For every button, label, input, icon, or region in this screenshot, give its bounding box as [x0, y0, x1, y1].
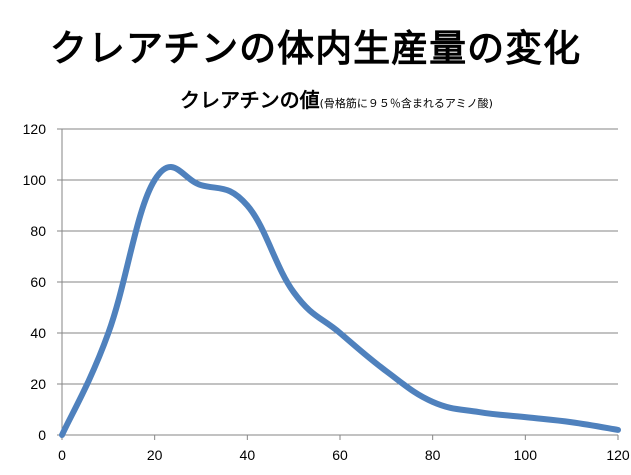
y-tick-label-0: 0 [38, 427, 46, 443]
page-title: クレアチンの体内生産量の変化 [49, 27, 582, 70]
x-tick-label-80: 80 [425, 447, 441, 463]
y-tick-label-20: 20 [30, 376, 46, 392]
x-tick-label-40: 40 [240, 447, 256, 463]
y-tick-label-40: 40 [30, 325, 46, 341]
y-tick-labels: 0 20 40 60 80 100 120 [23, 121, 47, 443]
y-tick-label-60: 60 [30, 274, 46, 290]
chart-subtitle: (骨格筋に９５％含まれるアミノ酸) [319, 97, 493, 110]
chart-title-main: クレアチンの値 [180, 88, 320, 112]
series-group [59, 164, 621, 438]
x-tick-label-20: 20 [147, 447, 163, 463]
x-tick-labels: 0 20 40 60 80 100 120 [58, 447, 630, 463]
y-tick-label-120: 120 [23, 121, 47, 137]
series-line-0 [59, 164, 621, 438]
axes [57, 128, 619, 440]
x-tick-label-60: 60 [332, 447, 348, 463]
x-tick-label-0: 0 [58, 447, 66, 463]
x-tick-label-100: 100 [514, 447, 538, 463]
x-tick-label-120: 120 [606, 447, 630, 463]
chart-title: クレアチンの値(骨格筋に９５％含まれるアミノ酸) [180, 84, 493, 113]
y-tick-label-100: 100 [23, 172, 47, 188]
y-tick-label-80: 80 [30, 223, 46, 239]
grid-lines [62, 128, 618, 385]
